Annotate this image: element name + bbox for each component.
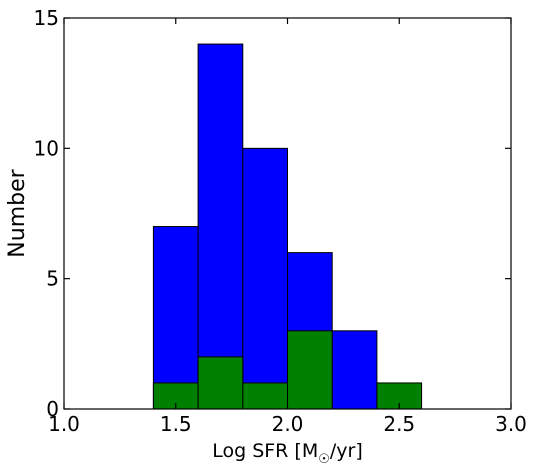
bar-series-2-bin-2 (197, 356, 244, 410)
bar-series-2-bin-3 (242, 382, 289, 410)
x-tick-label-4: 2.5 (383, 412, 415, 436)
x-axis-label-main: Log SFR [M (212, 440, 318, 462)
ticks-layer (63, 17, 512, 410)
bar-series-1-bin-2 (197, 43, 244, 410)
y-tick-label-4: 15 (34, 6, 59, 30)
y-tick-label-1: 0 (46, 397, 59, 421)
bars-layer (152, 43, 423, 410)
y-tick-label-2: 5 (46, 267, 59, 291)
x-axis-label-suffix: /yr] (330, 440, 363, 462)
x-tick-label-2: 1.5 (160, 412, 192, 436)
tick-labels-layer: 1.0 1.5 2.0 2.5 3.0 0 5 10 15 (34, 6, 527, 436)
y-axis-label: Number (5, 168, 30, 257)
x-axis-label: Log SFR [M☉/yr] (212, 440, 363, 467)
bar-series-1-bin-1 (152, 226, 199, 410)
y-tick-label-3: 10 (34, 136, 59, 160)
x-tick-label-1: 1.0 (48, 412, 80, 436)
x-axis-label-subscript: ☉ (318, 452, 330, 467)
x-tick-label-3: 2.0 (272, 412, 304, 436)
bar-series-1-bin-5 (331, 330, 378, 410)
x-tick-label-5: 3.0 (495, 412, 527, 436)
bar-series-2-bin-4 (287, 330, 333, 410)
bar-series-1-bin-3 (242, 147, 289, 410)
